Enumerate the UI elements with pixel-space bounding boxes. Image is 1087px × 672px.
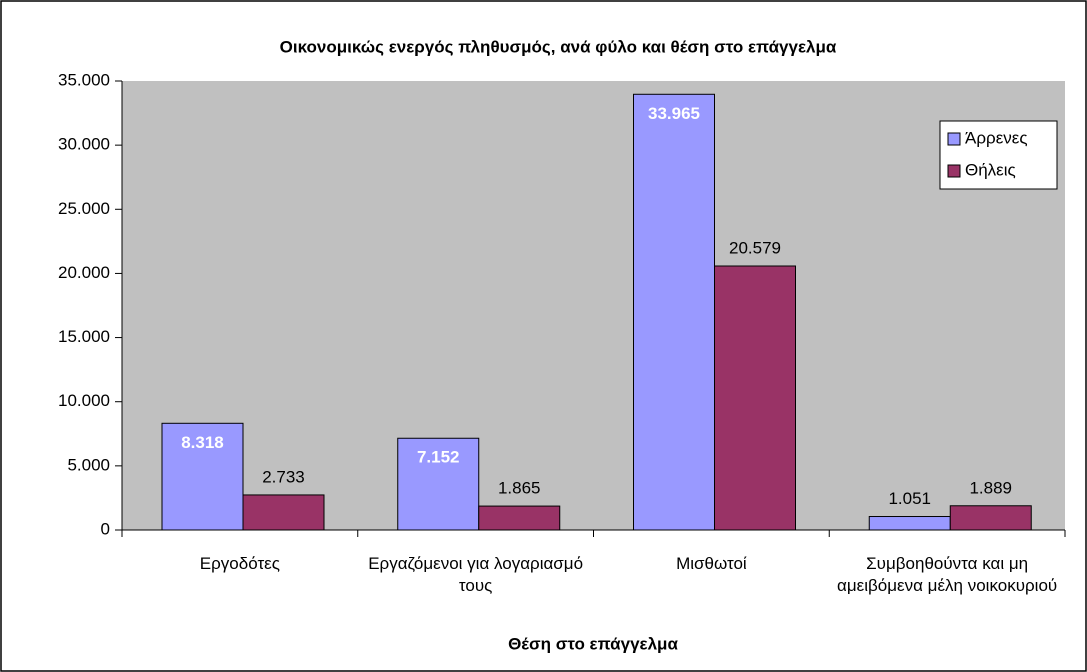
legend-swatch [947,132,961,146]
legend-label: Θήλεις [965,160,1016,179]
y-tick-label: 25.000 [58,199,110,218]
bar [714,265,796,531]
legend-swatch [947,164,961,178]
x-tick-label: Συμβοηθούντα και μη αμειβόμενα μέλη νοικ… [837,554,1058,595]
data-label: 7.152 [417,448,460,467]
y-tick-label: 5.000 [67,455,110,474]
bar [633,93,715,531]
data-label: 1.865 [498,479,541,498]
x-axis-title: Θέση στο επάγγελμα [508,634,678,653]
plot-area [122,81,1065,530]
x-tick-label: Μισθωτοί [676,554,747,573]
x-tick-label: Εργαζόμενοι για λογαριασμό τους [368,554,584,595]
bar [161,422,244,531]
x-tick-label: Εργοδότες [199,554,280,573]
legend-label: Άρρενες [965,128,1028,147]
y-tick-label: 30.000 [58,135,110,154]
bar [242,494,325,531]
data-label: 1.051 [888,489,931,508]
y-tick-label: 0 [101,519,110,538]
y-tick-label: 15.000 [58,327,110,346]
data-label: 33.965 [648,104,700,123]
bar [949,505,1032,531]
data-label: 2.733 [262,467,305,486]
data-label: 8.318 [181,433,224,452]
bar [478,505,561,531]
bar [397,437,480,531]
data-label: 1.889 [969,478,1012,497]
y-tick-label: 20.000 [58,263,110,282]
bar [868,516,951,531]
y-tick-label: 35.000 [58,70,110,89]
chart-title: Οικονομικώς ενεργός πληθυσμός, ανά φύλο … [280,37,837,56]
data-label: 20.579 [729,238,781,257]
legend-box [939,120,1058,190]
y-tick-label: 10.000 [58,391,110,410]
